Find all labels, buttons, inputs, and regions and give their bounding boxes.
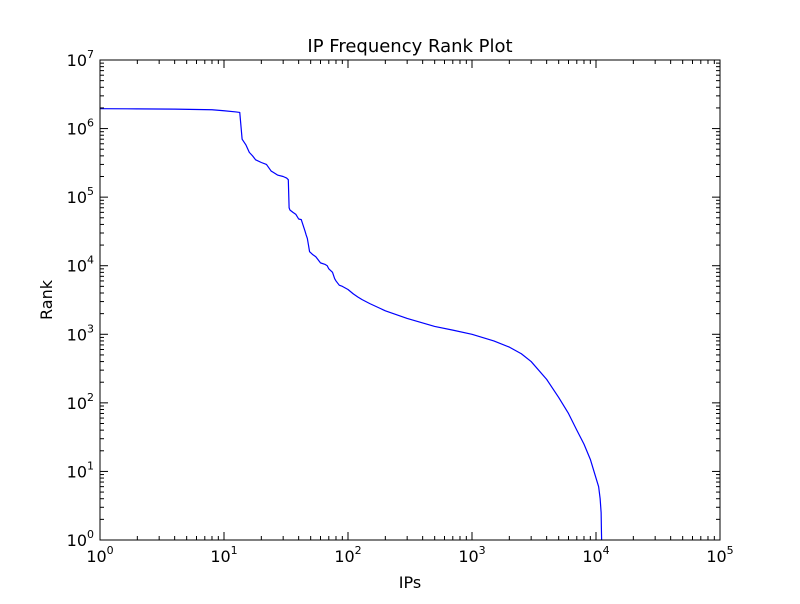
y-tick-label: 100	[67, 528, 94, 550]
y-tick-exponent: 5	[87, 185, 94, 198]
y-tick-exponent: 0	[87, 528, 94, 541]
x-tick-exponent: 4	[603, 544, 610, 557]
y-tick-base: 10	[67, 325, 87, 344]
x-tick-label: 101	[210, 544, 237, 566]
y-tick-exponent: 6	[87, 117, 94, 130]
x-tick-base: 10	[86, 547, 106, 566]
y-tick-label: 107	[67, 48, 94, 70]
y-tick-label: 101	[67, 459, 94, 481]
y-tick-base: 10	[67, 120, 87, 139]
x-axis-label: IPs	[399, 573, 421, 592]
x-tick-label: 100	[86, 544, 113, 566]
plot-frame	[99, 59, 721, 541]
x-tick-exponent: 1	[231, 544, 238, 557]
y-tick-exponent: 7	[87, 48, 94, 61]
tick-labels-layer: 100 101 102 103 104 1051001011021031041051061…	[67, 48, 734, 566]
chart-title: IP Frequency Rank Plot	[307, 36, 512, 57]
y-tick-base: 10	[67, 462, 87, 481]
y-tick-exponent: 1	[87, 459, 94, 472]
series-line-0	[99, 108, 603, 541]
x-tick-label: 104	[582, 544, 609, 566]
y-tick-label: 105	[67, 185, 94, 207]
y-tick-exponent: 3	[87, 322, 94, 335]
x-tick-base: 10	[582, 547, 602, 566]
y-tick-label: 102	[67, 391, 94, 413]
y-tick-label: 106	[67, 117, 94, 139]
x-tick-exponent: 2	[355, 544, 362, 557]
y-tick-label: 104	[67, 254, 94, 276]
y-axis-label: Rank	[37, 279, 56, 320]
plot-area	[100, 60, 720, 540]
y-tick-base: 10	[67, 257, 87, 276]
y-tick-exponent: 4	[87, 254, 94, 267]
x-tick-base: 10	[706, 547, 726, 566]
x-tick-label: 102	[334, 544, 361, 566]
series-layer	[99, 108, 603, 541]
x-tick-exponent: 0	[107, 544, 114, 557]
y-tick-exponent: 2	[87, 391, 94, 404]
x-tick-label: 103	[458, 544, 485, 566]
x-tick-label: 105	[706, 544, 733, 566]
y-tick-base: 10	[67, 531, 87, 550]
x-tick-exponent: 3	[479, 544, 486, 557]
x-tick-base: 10	[334, 547, 354, 566]
y-tick-base: 10	[67, 188, 87, 207]
x-tick-base: 10	[458, 547, 478, 566]
y-tick-label: 103	[67, 322, 94, 344]
y-tick-base: 10	[67, 394, 87, 413]
x-tick-base: 10	[210, 547, 230, 566]
x-tick-exponent: 5	[727, 544, 734, 557]
y-tick-base: 10	[67, 51, 87, 70]
